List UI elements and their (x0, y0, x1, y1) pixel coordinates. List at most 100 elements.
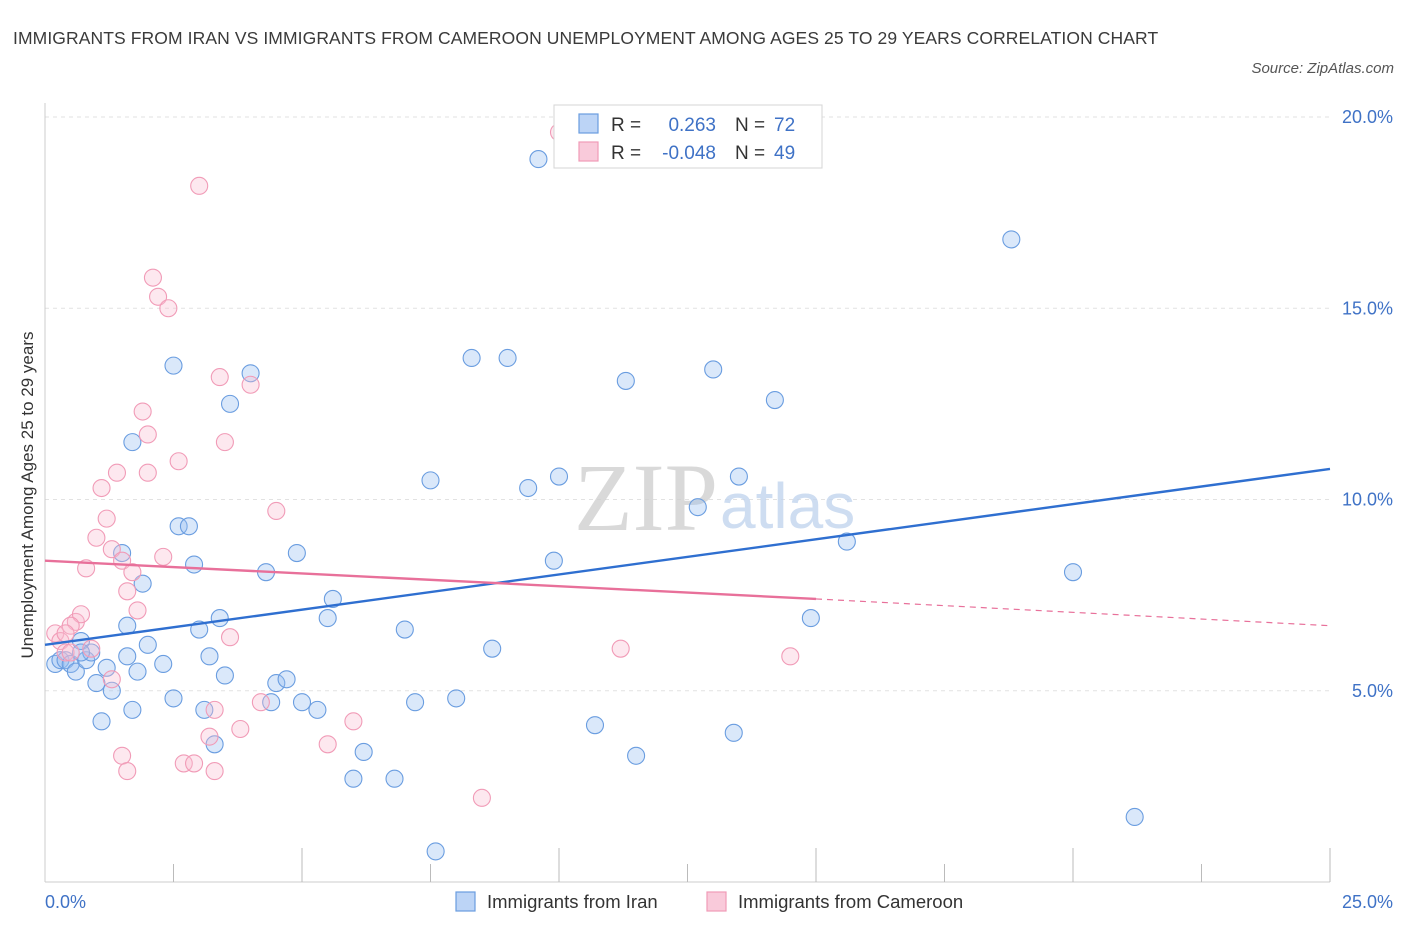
tick-labels: 5.0% 10.0% 15.0% 20.0% 0.0% 25.0% (45, 107, 1393, 912)
iran-point-43 (447, 689, 466, 708)
cameroon-point-40 (781, 647, 800, 666)
iran-point-39 (385, 769, 404, 788)
cameroon-point-48 (56, 624, 75, 643)
iran-point-16 (133, 574, 152, 593)
iran-point-46 (498, 348, 517, 368)
iran-point-26 (220, 394, 240, 413)
cameroon-point-5 (71, 605, 91, 624)
iran-point-62 (1063, 563, 1083, 582)
cameroon-point-31 (231, 719, 250, 739)
iran-point-70 (71, 643, 91, 662)
iran-point-56 (724, 723, 743, 742)
iran-point-31 (277, 670, 296, 689)
cameroon-point-27 (205, 762, 224, 781)
correlation-legend: R = 0.263 N = 72 R = -0.048 N = 49 (553, 104, 823, 169)
legend-r-label-iran: R = (611, 115, 641, 136)
y-tick-label-10: 10.0% (1342, 490, 1393, 510)
iran-point-35 (318, 609, 337, 628)
y-axis-label: Unemployment Among Ages 25 to 29 years (18, 332, 37, 659)
x-tick-label-min: 0.0% (45, 892, 86, 912)
legend-r-value-cameroon: -0.048 (662, 143, 716, 164)
iran-point-12 (113, 543, 132, 563)
cameroon-point-30 (220, 628, 240, 647)
iran-point-37 (344, 769, 363, 788)
cameroon-point-46 (205, 700, 224, 719)
cameroon-point-3 (61, 643, 80, 662)
cameroon-point-35 (318, 735, 337, 754)
cameroon-point-15 (123, 563, 142, 582)
cameroon-point-7 (82, 639, 101, 658)
legend-r-value-iran: 0.263 (668, 115, 716, 136)
iran-trend-line (44, 467, 1331, 647)
cameroon-point-39 (611, 639, 630, 658)
cameroon-point-44 (138, 463, 157, 482)
cameroon-point-25 (190, 176, 209, 195)
cameroon-point-21 (159, 299, 178, 318)
iran-point-55 (704, 360, 723, 379)
iran-point-44 (462, 348, 481, 368)
axes (44, 103, 1331, 883)
iran-point-61 (1002, 230, 1021, 249)
iran-point-32 (287, 543, 306, 563)
iran-point-53 (627, 746, 646, 765)
legend-n-label-iran: N = (735, 115, 765, 136)
cameroon-point-26 (200, 727, 219, 746)
iran-point-34 (308, 700, 327, 719)
cameroon-point-19 (143, 268, 162, 287)
cameroon-point-17 (133, 402, 152, 421)
legend-swatch-cameroon (578, 141, 599, 162)
data-points (46, 123, 1144, 861)
legend-n-value-cameroon: 49 (774, 143, 795, 164)
iran-point-58 (765, 390, 784, 410)
legend-box (553, 104, 823, 169)
iran-point-45 (483, 639, 502, 658)
iran-point-50 (549, 467, 569, 486)
watermark-zip: ZIP (574, 444, 718, 551)
iran-point-51 (585, 716, 605, 735)
iran-point-65 (164, 356, 183, 375)
legend-n-label-cameroon: N = (735, 143, 765, 164)
y-tick-label-5: 5.0% (1352, 681, 1393, 701)
iran-point-54 (688, 498, 707, 517)
iran-point-57 (729, 467, 748, 486)
iran-point-71 (154, 654, 173, 674)
cameroon-point-34 (267, 501, 286, 521)
cameroon-point-8 (87, 528, 106, 547)
cameroon-point-9 (92, 478, 111, 498)
iran-point-66 (426, 842, 445, 861)
cameroon-point-32 (241, 375, 260, 394)
y-tick-label-20: 20.0% (1342, 107, 1393, 127)
iran-point-17 (138, 635, 157, 654)
iran-point-48 (529, 150, 548, 169)
iran-point-52 (616, 371, 635, 390)
iran-point-25 (210, 609, 229, 628)
iran-point-42 (421, 471, 440, 490)
iran-point-8 (87, 674, 106, 693)
cameroon-point-14 (118, 582, 137, 601)
cameroon-point-42 (113, 746, 132, 765)
iran-point-14 (123, 700, 142, 719)
iran-point-21 (185, 555, 204, 574)
iran-point-10 (97, 658, 116, 677)
iran-point-15 (128, 662, 147, 681)
legend-r-label-cameroon: R = (611, 143, 641, 164)
watermark-atlas: atlas (720, 470, 855, 542)
iran-point-4 (66, 662, 85, 681)
iran-point-7 (82, 643, 101, 662)
cameroon-point-43 (118, 762, 137, 781)
cameroon-point-16 (128, 601, 147, 620)
iran-point-49 (544, 551, 563, 570)
iran-point-41 (406, 693, 425, 712)
trend-lines (44, 467, 1331, 647)
iran-point-30 (267, 674, 286, 693)
cameroon-point-36 (344, 712, 363, 731)
cameroon-point-23 (174, 754, 193, 773)
cameroon-point-29 (215, 433, 234, 452)
iran-point-19 (169, 517, 188, 536)
bottom-legend-cameroon: Immigrants from Cameroon (738, 891, 963, 912)
legend-swatch-iran (578, 113, 599, 134)
iran-point-33 (292, 693, 312, 712)
cameroon-point-18 (138, 425, 157, 444)
iran-point-18 (164, 689, 183, 708)
